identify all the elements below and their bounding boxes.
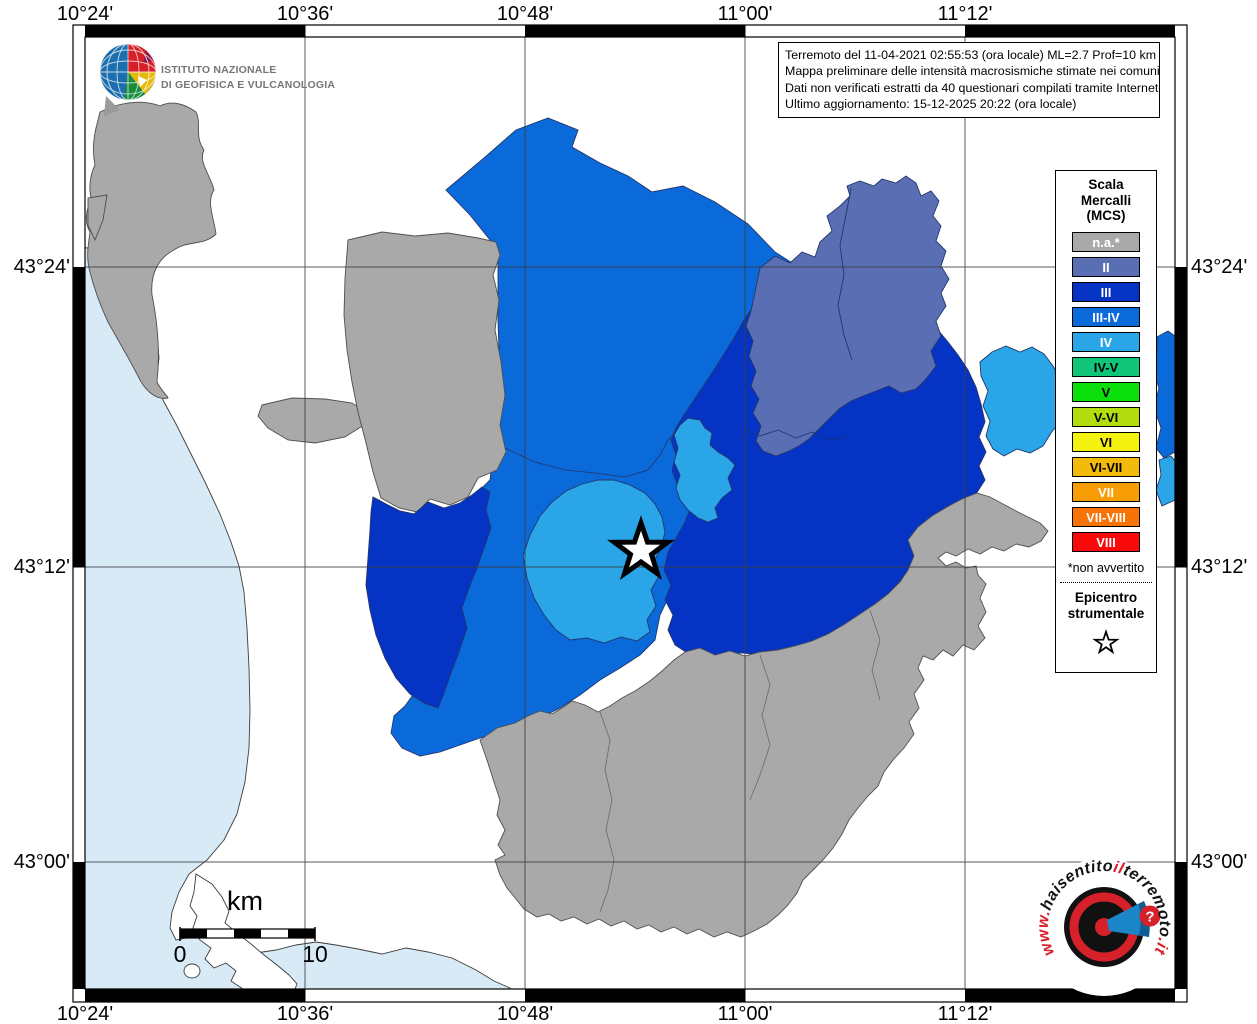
legend-swatch-VII-VIII: VII-VIII bbox=[1072, 506, 1140, 527]
legend-swatch-n.a.*: n.a.* bbox=[1072, 231, 1140, 252]
axis-label-top-3: 11°00' bbox=[717, 3, 773, 25]
epicenter-star-icon bbox=[1060, 627, 1152, 664]
sea-area bbox=[84, 246, 511, 990]
ingv-name-line1: ISTITUTO NAZIONALE bbox=[161, 64, 277, 76]
axis-label-bottom-2: 10°48' bbox=[496, 1003, 554, 1024]
region-III-southwest bbox=[365, 486, 492, 709]
region-na-sliver bbox=[257, 397, 367, 444]
legend-epicenter-label: Epicentro strumentale bbox=[1060, 590, 1152, 624]
ingv-logo-globe bbox=[99, 43, 157, 116]
legend-swatch-VI: VI bbox=[1072, 431, 1140, 452]
axis-label-top-1: 10°36' bbox=[276, 3, 334, 25]
III-internal-border bbox=[743, 429, 849, 441]
legend-swatch-IV: IV bbox=[1072, 331, 1140, 352]
axis-label-top-2: 10°48' bbox=[496, 3, 554, 25]
axis-label-left-0: 43°24' bbox=[13, 256, 70, 278]
region-na-south bbox=[479, 492, 1049, 938]
info-line-map-desc: Mappa preliminare delle intensità macros… bbox=[785, 64, 1160, 79]
region-na-point bbox=[87, 194, 108, 242]
axis-label-right-2: 43°00' bbox=[1191, 851, 1248, 873]
ingv-wordmark: ISTITUTO NAZIONALE DI GEOFISICA E VULCAN… bbox=[161, 63, 335, 93]
info-line-event: Terremoto del 11-04-2021 02:55:53 (ora l… bbox=[785, 48, 1157, 62]
axis-label-bottom-1: 10°36' bbox=[276, 1003, 334, 1024]
axis-label-left-1: 43°12' bbox=[13, 556, 70, 578]
legend-epicenter-line1: Epicentro bbox=[1074, 589, 1138, 605]
legend-swatch-II: II bbox=[1072, 256, 1140, 277]
legend-swatch-VIII: VIII bbox=[1072, 531, 1140, 552]
info-line-updated: Ultimo aggiornamento: 15-12-2025 20:22 (… bbox=[785, 97, 1077, 112]
svg-text:?: ? bbox=[1145, 909, 1154, 926]
legend-swatch-V: V bbox=[1072, 381, 1140, 402]
region-II-northeast bbox=[745, 175, 950, 457]
earthquake-info-box: Terremoto del 11-04-2021 02:55:53 (ora l… bbox=[778, 42, 1160, 118]
axis-label-bottom-4: 11°12' bbox=[937, 1003, 993, 1024]
legend-swatch-III-IV: III-IV bbox=[1072, 306, 1140, 327]
legend-swatch-IV-V: IV-V bbox=[1072, 356, 1140, 377]
III-IV-internal-border bbox=[504, 431, 677, 478]
intensity-legend: Scala Mercalli (MCS) n.a.* II III III-IV IV IV-… bbox=[1055, 170, 1157, 674]
info-line-data-source: Dati non verificati estratti da 40 quest… bbox=[785, 80, 1160, 95]
legend-swatch-VII: VII bbox=[1072, 481, 1140, 502]
small-island bbox=[183, 963, 201, 979]
ingv-name-line2: DI GEOFISICA E VULCANOLOGIA bbox=[161, 79, 336, 92]
scale-start-label: 0 bbox=[173, 941, 187, 967]
legend-title: Scala Mercalli (MCS) bbox=[1080, 177, 1132, 224]
axis-label-left-2: 43°00' bbox=[13, 851, 70, 873]
na-south-border-1 bbox=[599, 711, 615, 913]
legend-footnote: *non avvertito bbox=[1060, 561, 1152, 583]
axis-label-right-1: 43°12' bbox=[1191, 556, 1248, 578]
scale-unit-label: km bbox=[227, 886, 263, 916]
axis-label-bottom-0: 10°24' bbox=[56, 1003, 114, 1024]
legend-swatch-VI-VII: VI-VII bbox=[1072, 456, 1140, 477]
epicenter-star bbox=[607, 515, 675, 581]
region-na-coastal bbox=[85, 101, 217, 399]
na-south-border-3 bbox=[869, 609, 881, 701]
region-IV-edge-sliver bbox=[1155, 455, 1176, 507]
hsit-logo: ? www.haisentitoilterremoto .it bbox=[1035, 858, 1173, 996]
region-na-central bbox=[343, 231, 507, 513]
axis-label-bottom-3: 11°00' bbox=[717, 1003, 773, 1024]
axis-label-right-0: 43°24' bbox=[1191, 256, 1248, 278]
region-IV-east bbox=[979, 345, 1064, 457]
legend-epicenter-line2: strumentale bbox=[1067, 606, 1145, 622]
scale-end-label: 10 bbox=[302, 941, 328, 967]
region-IV-north-patch bbox=[673, 417, 736, 523]
region-II-internal-border bbox=[837, 187, 853, 361]
axis-label-top-4: 11°12' bbox=[937, 3, 993, 25]
legend-swatch-V-VI: V-VI bbox=[1072, 406, 1140, 427]
graticule bbox=[85, 37, 1175, 989]
scale-bar bbox=[179, 927, 316, 941]
axis-label-top-0: 10°24' bbox=[56, 3, 114, 25]
na-south-border-2 bbox=[749, 654, 771, 801]
legend-swatches: n.a.* II III III-IV IV IV-V V V-VI VI VI-VII VII VI… bbox=[1060, 231, 1152, 552]
legend-swatch-III: III bbox=[1072, 281, 1140, 302]
